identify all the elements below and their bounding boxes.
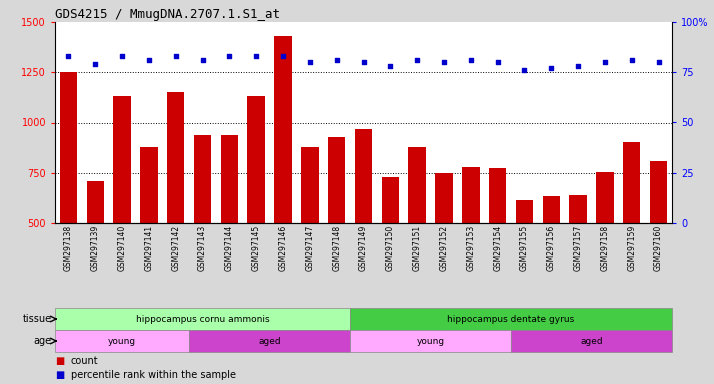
Point xyxy=(197,57,208,63)
Point xyxy=(545,65,557,71)
Text: count: count xyxy=(71,356,99,366)
Text: ■: ■ xyxy=(55,370,64,380)
Bar xyxy=(248,96,265,323)
Bar xyxy=(55,330,189,352)
Bar xyxy=(436,173,453,323)
Bar xyxy=(55,308,350,330)
Point xyxy=(144,57,155,63)
Point xyxy=(385,63,396,69)
Text: young: young xyxy=(416,336,445,346)
Bar xyxy=(60,72,77,323)
Bar xyxy=(193,134,211,323)
Bar xyxy=(328,137,346,323)
Bar xyxy=(543,196,560,323)
Bar xyxy=(569,195,587,323)
Text: young: young xyxy=(108,336,136,346)
Point xyxy=(573,63,584,69)
Point xyxy=(358,59,369,65)
Bar xyxy=(221,134,238,323)
Bar xyxy=(350,330,511,352)
Point xyxy=(492,59,503,65)
Point xyxy=(251,53,262,59)
Point xyxy=(465,57,476,63)
Text: aged: aged xyxy=(258,336,281,346)
Point xyxy=(331,57,343,63)
Bar xyxy=(86,181,104,323)
Text: tissue: tissue xyxy=(22,314,51,324)
Bar xyxy=(350,308,672,330)
Bar xyxy=(167,92,184,323)
Text: age: age xyxy=(34,336,51,346)
Bar xyxy=(114,96,131,323)
Bar xyxy=(140,147,158,323)
Point xyxy=(170,53,181,59)
Bar xyxy=(408,147,426,323)
Bar xyxy=(462,167,480,323)
Point xyxy=(63,53,74,59)
Bar xyxy=(274,36,292,323)
Point xyxy=(599,59,610,65)
Point xyxy=(89,61,101,67)
Text: hippocampus dentate gyrus: hippocampus dentate gyrus xyxy=(448,314,575,323)
Text: percentile rank within the sample: percentile rank within the sample xyxy=(71,370,236,380)
Point xyxy=(223,53,235,59)
Bar xyxy=(623,142,640,323)
Bar xyxy=(355,129,372,323)
Point xyxy=(519,67,531,73)
Point xyxy=(438,59,450,65)
Text: GDS4215 / MmugDNA.2707.1.S1_at: GDS4215 / MmugDNA.2707.1.S1_at xyxy=(55,8,280,21)
Text: ■: ■ xyxy=(55,356,64,366)
Bar xyxy=(189,330,350,352)
Bar xyxy=(516,200,533,323)
Point xyxy=(304,59,316,65)
Point xyxy=(626,57,638,63)
Point xyxy=(411,57,423,63)
Point xyxy=(116,53,128,59)
Text: aged: aged xyxy=(580,336,603,346)
Point xyxy=(653,59,664,65)
Bar xyxy=(301,147,318,323)
Bar xyxy=(596,172,613,323)
Bar xyxy=(381,177,399,323)
Bar xyxy=(511,330,672,352)
Bar xyxy=(650,161,668,323)
Point xyxy=(277,53,288,59)
Text: hippocampus cornu ammonis: hippocampus cornu ammonis xyxy=(136,314,269,323)
Bar xyxy=(489,168,506,323)
